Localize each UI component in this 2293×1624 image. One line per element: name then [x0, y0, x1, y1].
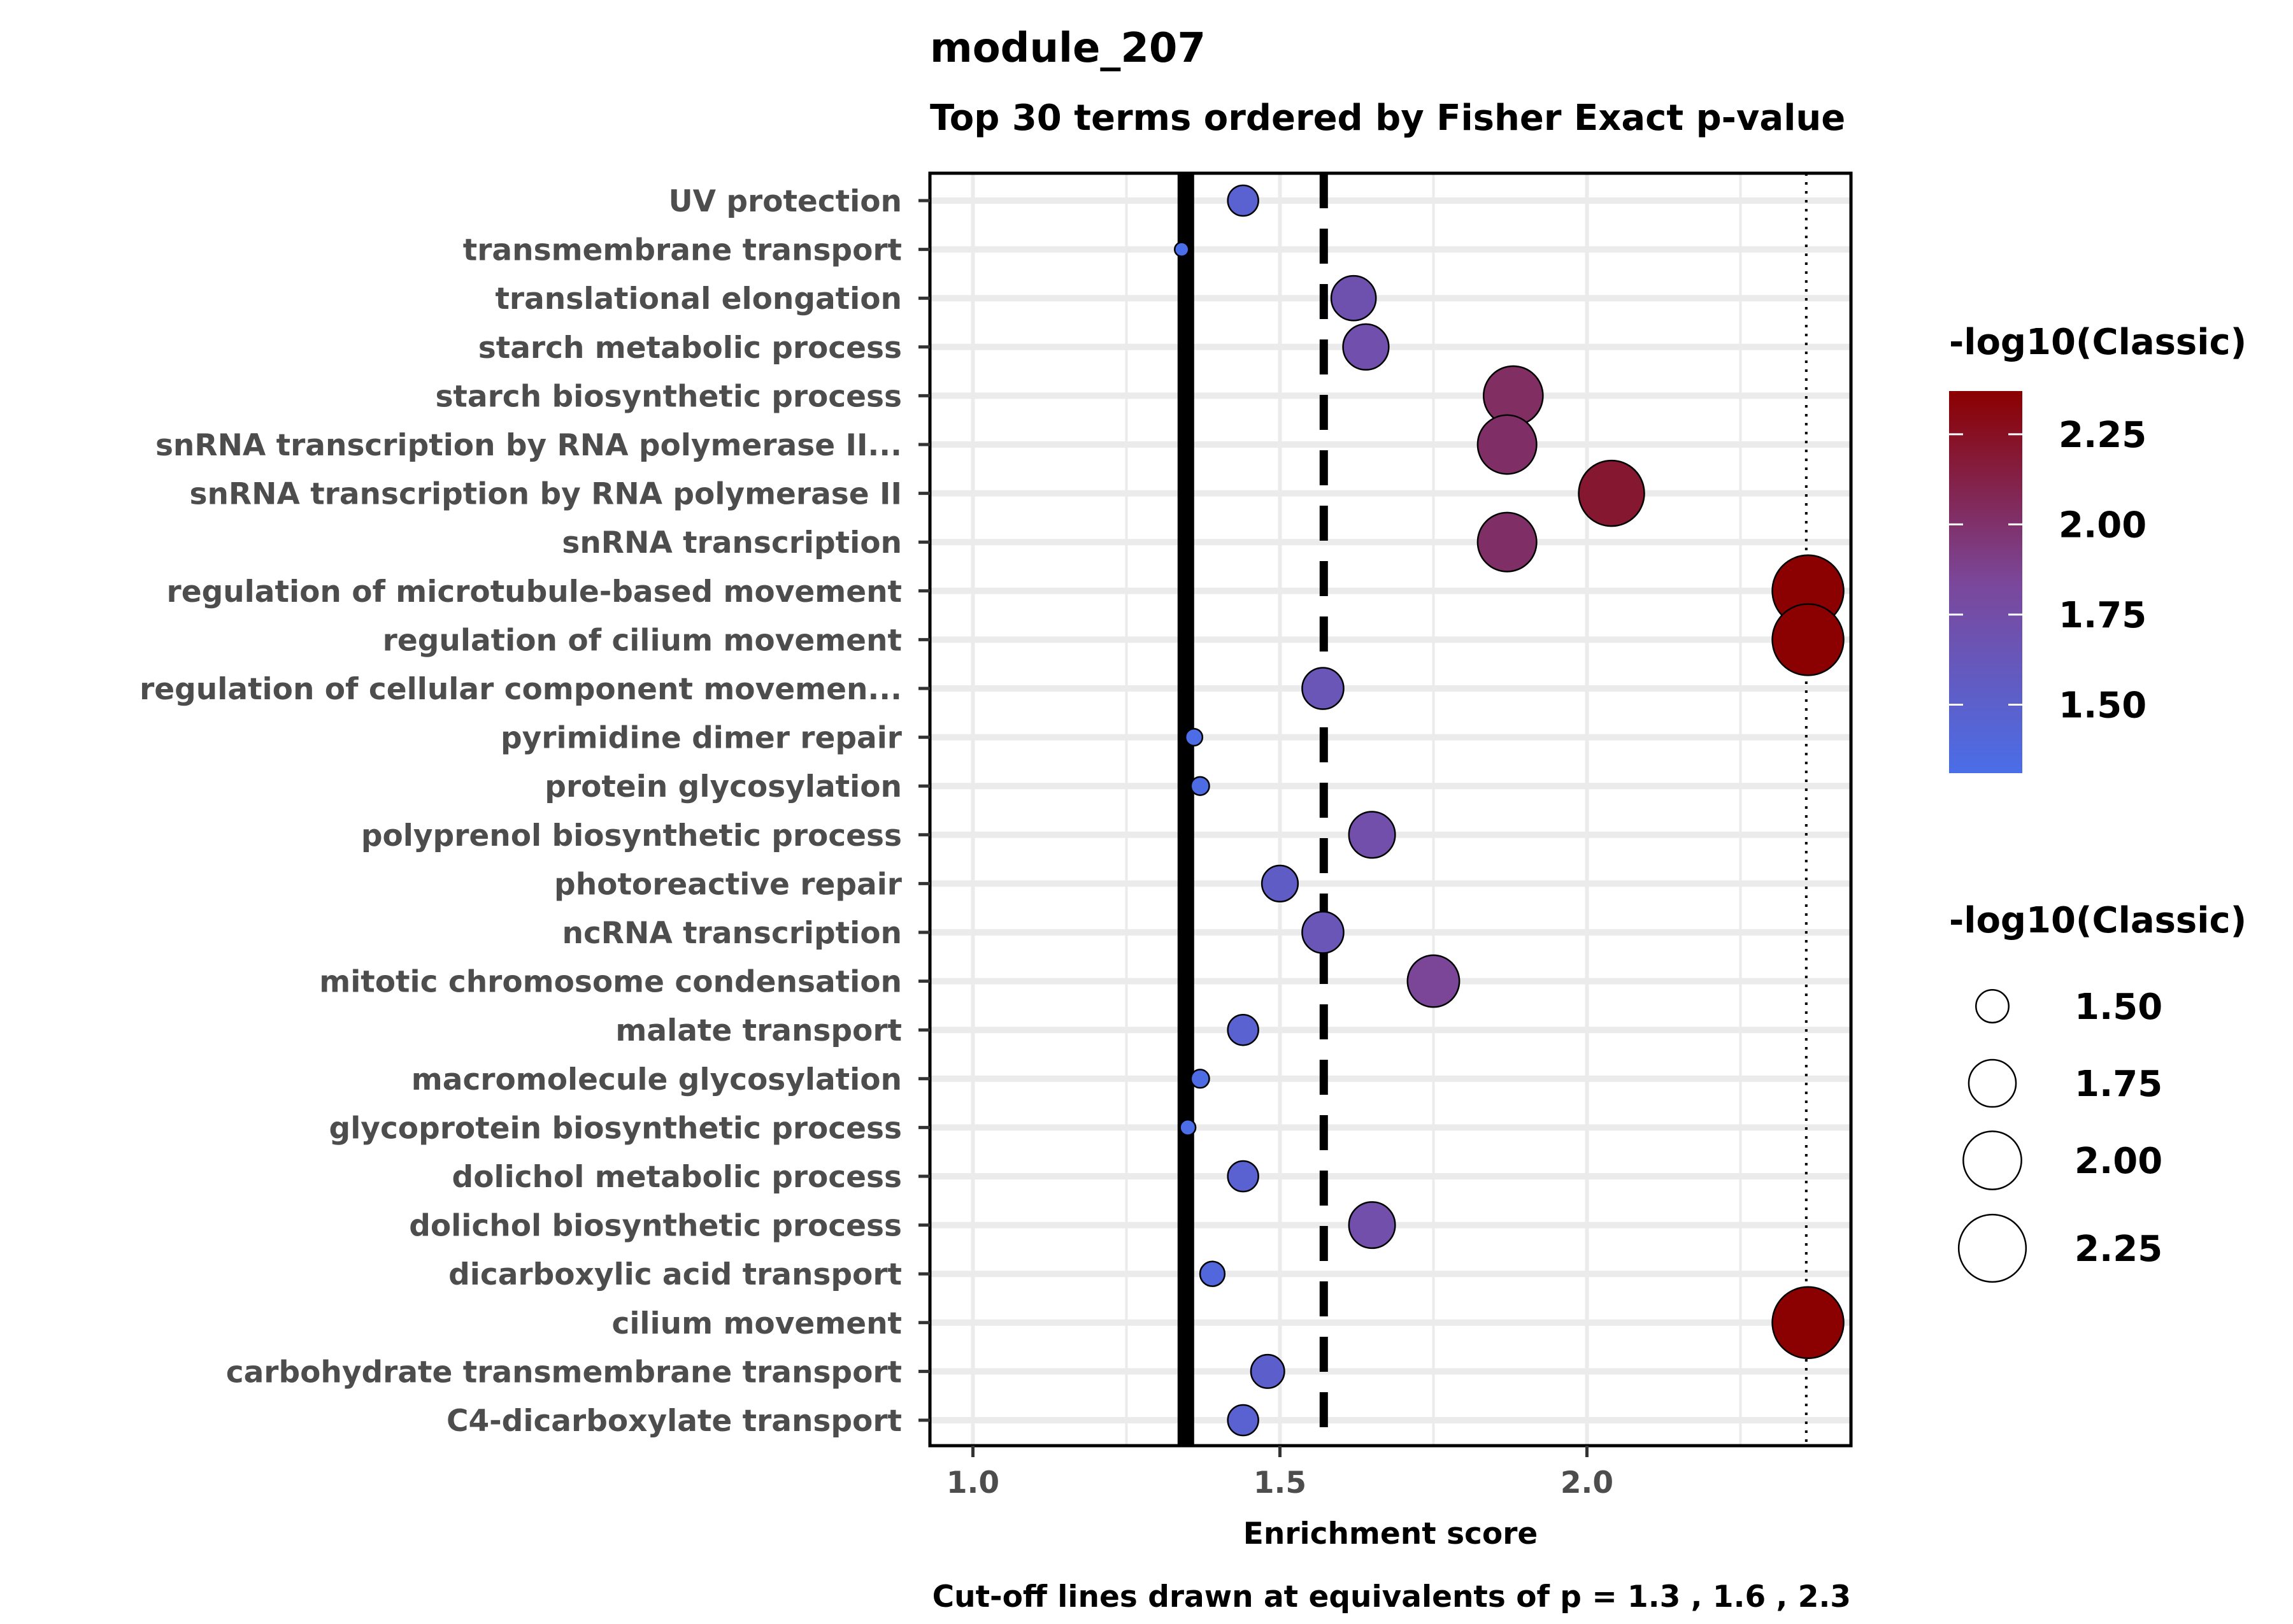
- color-legend-label: 2.25: [2059, 415, 2147, 456]
- data-point: [1406, 954, 1461, 1008]
- chart-subtitle: Top 30 terms ordered by Fisher Exact p-v…: [930, 97, 1845, 139]
- data-point: [1250, 1353, 1285, 1389]
- panel-border: [928, 171, 1853, 1448]
- y-tick-label: snRNA transcription: [562, 525, 902, 560]
- size-legend-label: 1.50: [2075, 987, 2162, 1028]
- cutoff-lines: [1177, 173, 1808, 1446]
- y-tick-label: malate transport: [615, 1013, 902, 1048]
- size-legend-label: 1.75: [2075, 1064, 2162, 1105]
- data-point: [1301, 667, 1345, 710]
- x-tick-label: 1.0: [946, 1465, 999, 1500]
- size-legend-key: [1975, 989, 2010, 1023]
- size-legend-key: [1957, 1213, 2027, 1283]
- data-point: [1301, 911, 1345, 954]
- color-legend-label: 2.00: [2059, 504, 2147, 546]
- data-point: [1173, 241, 1190, 257]
- data-point: [1184, 728, 1204, 747]
- plot-panel: [928, 171, 1853, 1448]
- data-point: [1190, 776, 1210, 796]
- y-tick-label: dolichol biosynthetic process: [409, 1209, 902, 1244]
- data-points: [1173, 184, 1845, 1437]
- chart-title: module_207: [930, 25, 1206, 72]
- y-tick-label: C4-dicarboxylate transport: [446, 1404, 902, 1439]
- y-tick-label: dicarboxylic acid transport: [448, 1257, 902, 1292]
- y-tick-label: regulation of microtubule-based movement: [167, 574, 902, 609]
- data-point: [1227, 184, 1259, 217]
- y-tick-label: regulation of cilium movement: [383, 623, 902, 658]
- y-tick-label: protein glycosylation: [545, 769, 902, 804]
- y-tick-label: starch biosynthetic process: [435, 379, 902, 414]
- y-tick-label: glycoprotein biosynthetic process: [329, 1111, 902, 1146]
- data-point: [1771, 1286, 1845, 1360]
- grid-lines: [930, 173, 1851, 1446]
- data-point: [1199, 1260, 1226, 1287]
- data-point: [1348, 811, 1396, 859]
- size-legend-label: 2.00: [2075, 1141, 2162, 1182]
- x-tick-label: 2.0: [1561, 1465, 1613, 1500]
- color-legend: -log10(Classic) 2.25 2.00 1.75 1.50: [1949, 322, 2247, 773]
- data-point: [1179, 1118, 1197, 1136]
- color-legend-ticks: 2.25 2.00 1.75 1.50: [1949, 415, 2147, 726]
- data-point: [1348, 1201, 1396, 1250]
- y-tick-label: snRNA transcription by RNA polymerase II…: [155, 428, 902, 463]
- size-legend-key: [1962, 1130, 2022, 1190]
- data-point: [1227, 1013, 1259, 1046]
- x-axis-label: Enrichment score: [1243, 1516, 1538, 1551]
- data-point: [1330, 274, 1377, 322]
- color-legend-label: 1.50: [2059, 685, 2147, 726]
- x-tick-label: 1.5: [1254, 1465, 1306, 1500]
- color-legend-label: 1.75: [2059, 595, 2147, 636]
- data-point: [1476, 414, 1538, 475]
- data-point: [1476, 511, 1538, 573]
- size-legend-title: -log10(Classic): [1949, 900, 2247, 941]
- data-point: [1771, 603, 1845, 676]
- data-point: [1227, 1404, 1259, 1437]
- y-tick-label: regulation of cellular component movemen…: [139, 672, 902, 707]
- y-tick-label: macromolecule glycosylation: [411, 1062, 902, 1097]
- data-point: [1342, 323, 1390, 371]
- size-legend: -log10(Classic) 1.50 1.75 2.00 2.25: [1949, 900, 2247, 1283]
- size-legend-keys: 1.50 1.75 2.00 2.25: [1957, 987, 2162, 1283]
- y-tick-label: ncRNA transcription: [562, 916, 902, 951]
- x-axis: 1.0 1.5 2.0: [946, 1446, 1613, 1500]
- y-tick-label: snRNA transcription by RNA polymerase II: [190, 477, 903, 512]
- y-tick-label: polyprenol biosynthetic process: [361, 818, 902, 853]
- data-point: [1190, 1069, 1210, 1089]
- y-tick-label: photoreactive repair: [554, 867, 903, 902]
- color-legend-title: -log10(Classic): [1949, 322, 2247, 363]
- y-tick-label: starch metabolic process: [478, 331, 902, 366]
- size-legend-label: 2.25: [2075, 1229, 2162, 1270]
- y-tick-label: UV protection: [668, 184, 902, 219]
- y-tick-label: mitotic chromosome condensation: [319, 965, 902, 1000]
- y-tick-label: dolichol metabolic process: [452, 1160, 902, 1195]
- y-tick-label: pyrimidine dimer repair: [501, 721, 903, 756]
- color-legend-bar: [1949, 391, 2022, 773]
- y-axis: UV protection transmembrane transport tran…: [139, 184, 930, 1439]
- data-point: [1261, 864, 1299, 902]
- chart-caption: Cut-off lines drawn at equivalents of p …: [932, 1579, 1851, 1614]
- size-legend-key: [1968, 1058, 2017, 1108]
- y-tick-label: cilium movement: [611, 1306, 902, 1341]
- panel-background: [930, 173, 1851, 1446]
- y-tick-label: translational elongation: [495, 281, 902, 317]
- data-point: [1578, 459, 1645, 527]
- y-tick-label: carbohydrate transmembrane transport: [226, 1355, 902, 1390]
- data-point: [1227, 1160, 1259, 1193]
- y-tick-label: transmembrane transport: [463, 233, 902, 268]
